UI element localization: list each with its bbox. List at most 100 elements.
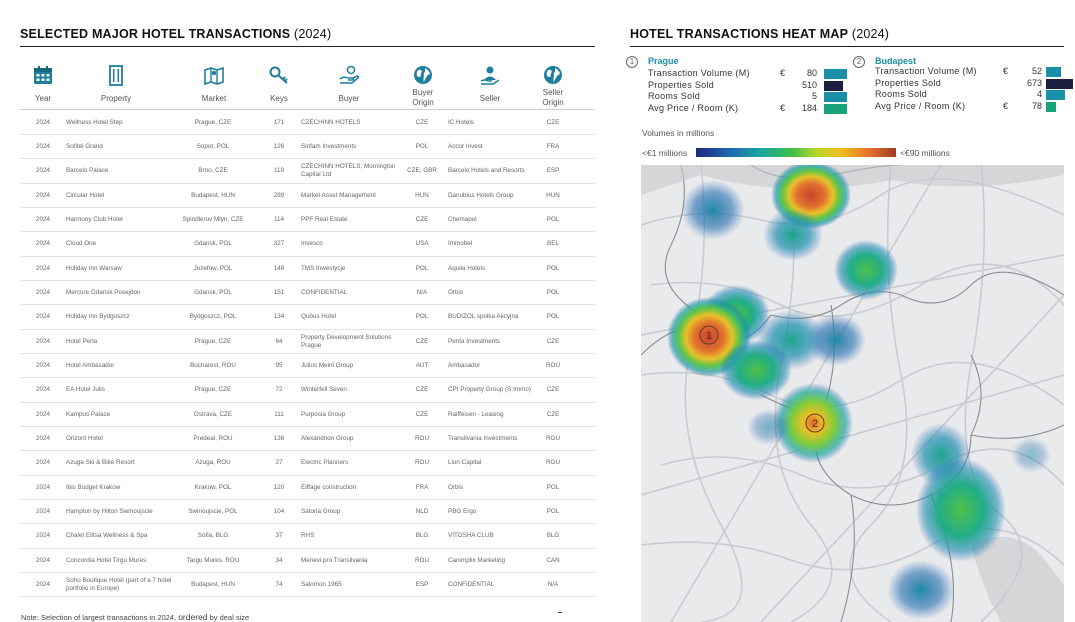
cell-seller-origin: POL: [546, 215, 560, 223]
cell-year: 2024: [35, 386, 50, 393]
cell-property: Circular Hotel: [66, 191, 105, 199]
cell-keys: 148: [273, 264, 285, 272]
cell-property: Sofitel Grand: [66, 142, 103, 150]
cell-seller-origin: CZE: [546, 410, 560, 418]
cell-market: Jozefow, POL: [193, 264, 233, 272]
cell-seller-origin: CZE: [546, 118, 560, 126]
stat-value: 510: [801, 79, 817, 90]
cell-keys: 171: [273, 118, 285, 126]
cell-buyer: Sinfam Investments: [301, 142, 357, 150]
cell-year: 2024: [35, 142, 50, 150]
city-stat-row: Properties Sold 673: [875, 78, 1075, 90]
page-tick-mark: [558, 612, 562, 613]
cell-property: Mercure Gdansk Posejdon: [66, 288, 141, 296]
header-keys-label: Keys: [270, 94, 288, 103]
cell-market: Gdansk, POL: [194, 240, 232, 247]
cell-property: EA Hotel Julis: [66, 386, 105, 393]
cell-market: Predeal, ROU: [193, 434, 233, 442]
cell-market: Bydgoszcz, POL: [189, 313, 237, 320]
stat-label: Properties Sold: [875, 77, 942, 88]
cell-keys: 72: [275, 386, 283, 393]
transactions-title-bold: SELECTED MAJOR HOTEL TRANSACTIONS: [20, 27, 291, 41]
stat-label: Rooms Sold: [875, 89, 928, 99]
cell-year: 2024: [35, 410, 50, 418]
stat-value: 4: [1036, 89, 1042, 99]
cell-year: 2024: [35, 483, 50, 491]
stat-value: 184: [801, 102, 817, 113]
cell-property: Harmony Club Hotel: [66, 215, 123, 223]
cell-buyer: Menevi pro Transilvania: [301, 556, 368, 564]
cell-buyer-origin: AUT: [415, 361, 429, 369]
stat-bar: [1046, 90, 1065, 100]
cell-buyer: CZECHINN HOTELS; Mornington Capital Ltd: [301, 163, 396, 178]
table-row: 2024 Kampus Palace Ostrava, CZE 111 Purposia…: [20, 403, 595, 427]
cell-keys: 95: [275, 361, 283, 369]
cell-keys: 126: [273, 142, 285, 150]
cell-buyer: Eiffage construction: [301, 483, 357, 491]
cell-market: Prague, CZE: [194, 118, 232, 126]
cell-year: 2024: [35, 215, 50, 223]
stat-label: Properties Sold: [648, 79, 715, 90]
cell-seller: Canimplix Marketing: [448, 556, 506, 564]
table-row: 2024 Concordia Hotel Tirgu Mures Targu Mur…: [20, 549, 595, 573]
header-property-label: Property: [100, 94, 132, 103]
cell-buyer-origin: POL: [415, 313, 429, 320]
city-marker-2[interactable]: 2: [805, 413, 825, 433]
cell-year: 2024: [35, 507, 50, 515]
cell-keys: 119: [273, 167, 285, 174]
table-row: 2024 Circular Hotel Budapest, HUN 289 Market…: [20, 184, 595, 208]
cell-market: Prague, CZE: [194, 337, 232, 345]
note-part-c: by deal size: [207, 613, 250, 622]
cell-seller-origin: ESP: [546, 167, 560, 174]
table-row: 2024 Hampton by Hilton Swinoujscie Swinouj…: [20, 500, 595, 524]
stat-label: Transaction Volume (M): [875, 66, 977, 76]
cell-keys: 74: [275, 580, 283, 588]
heat-blob: [763, 209, 823, 261]
globe-icon: [414, 66, 432, 84]
cell-property: Chalet Elitsa Wellness & Spa: [66, 532, 148, 539]
stat-label: Avg Price / Room (K): [648, 102, 739, 113]
stat-label: Rooms Sold: [648, 91, 701, 101]
header-market-label: Market: [201, 94, 227, 103]
header-seller-origin-label: Seller Origin: [536, 88, 570, 107]
cell-seller-origin: POL: [546, 288, 560, 296]
heat-blob: [834, 240, 898, 300]
cell-market: Gdansk, POL: [194, 288, 232, 296]
header-property: Property: [86, 58, 146, 110]
cell-market: Ostrava, CZE: [193, 410, 233, 418]
stat-bar: [1046, 67, 1061, 77]
cell-keys: 114: [273, 215, 285, 223]
header-seller-origin-line2: Origin: [542, 97, 564, 107]
city-marker-1[interactable]: 1: [699, 325, 719, 345]
cell-market: Targu Mures, ROU: [186, 556, 240, 564]
table-row: 2024 Barcelo Palace Brno, CZE 119 CZECHINN H…: [20, 159, 595, 184]
cell-year: 2024: [35, 288, 50, 296]
cell-market: Bucharest, ROU: [190, 361, 236, 369]
cell-seller-origin: ROU: [546, 361, 560, 369]
map-icon: [204, 66, 224, 86]
cell-buyer: CZECHINN HOTELS: [301, 118, 361, 126]
header-buyer-label: Buyer: [338, 94, 360, 103]
cell-keys: 136: [273, 434, 285, 442]
hand-money-icon: [339, 65, 360, 84]
cell-seller: Accor Invest: [448, 142, 483, 150]
stat-label: Avg Price / Room (K): [875, 100, 966, 111]
stat-value: 52: [1031, 66, 1042, 76]
cell-buyer-origin: HUN: [415, 191, 429, 199]
scale-max-label: <€90 millions: [900, 148, 950, 158]
header-year: Year: [20, 58, 66, 110]
cell-market: Sofia, BLG: [197, 532, 229, 539]
heat-map[interactable]: 1 2: [641, 165, 1064, 622]
table-row: 2024 Orizont Hotel Predeal, ROU 136 Alexandr…: [20, 427, 595, 451]
cell-property: Orizont Hotel: [66, 434, 103, 442]
scale-min-label: <€1 millions: [642, 148, 688, 158]
header-seller-origin-line1: Seller: [542, 88, 564, 97]
cell-seller-origin: BLG: [546, 532, 560, 539]
stat-bar: [1046, 101, 1056, 112]
cell-buyer: Invesco: [301, 240, 323, 247]
cell-buyer-origin: CZE; GBR: [407, 167, 437, 174]
heat-blob: [916, 458, 1006, 562]
cell-property: Kampus Palace: [66, 410, 111, 418]
heatmap-title-rule: [630, 46, 1064, 47]
cell-year: 2024: [35, 191, 50, 199]
